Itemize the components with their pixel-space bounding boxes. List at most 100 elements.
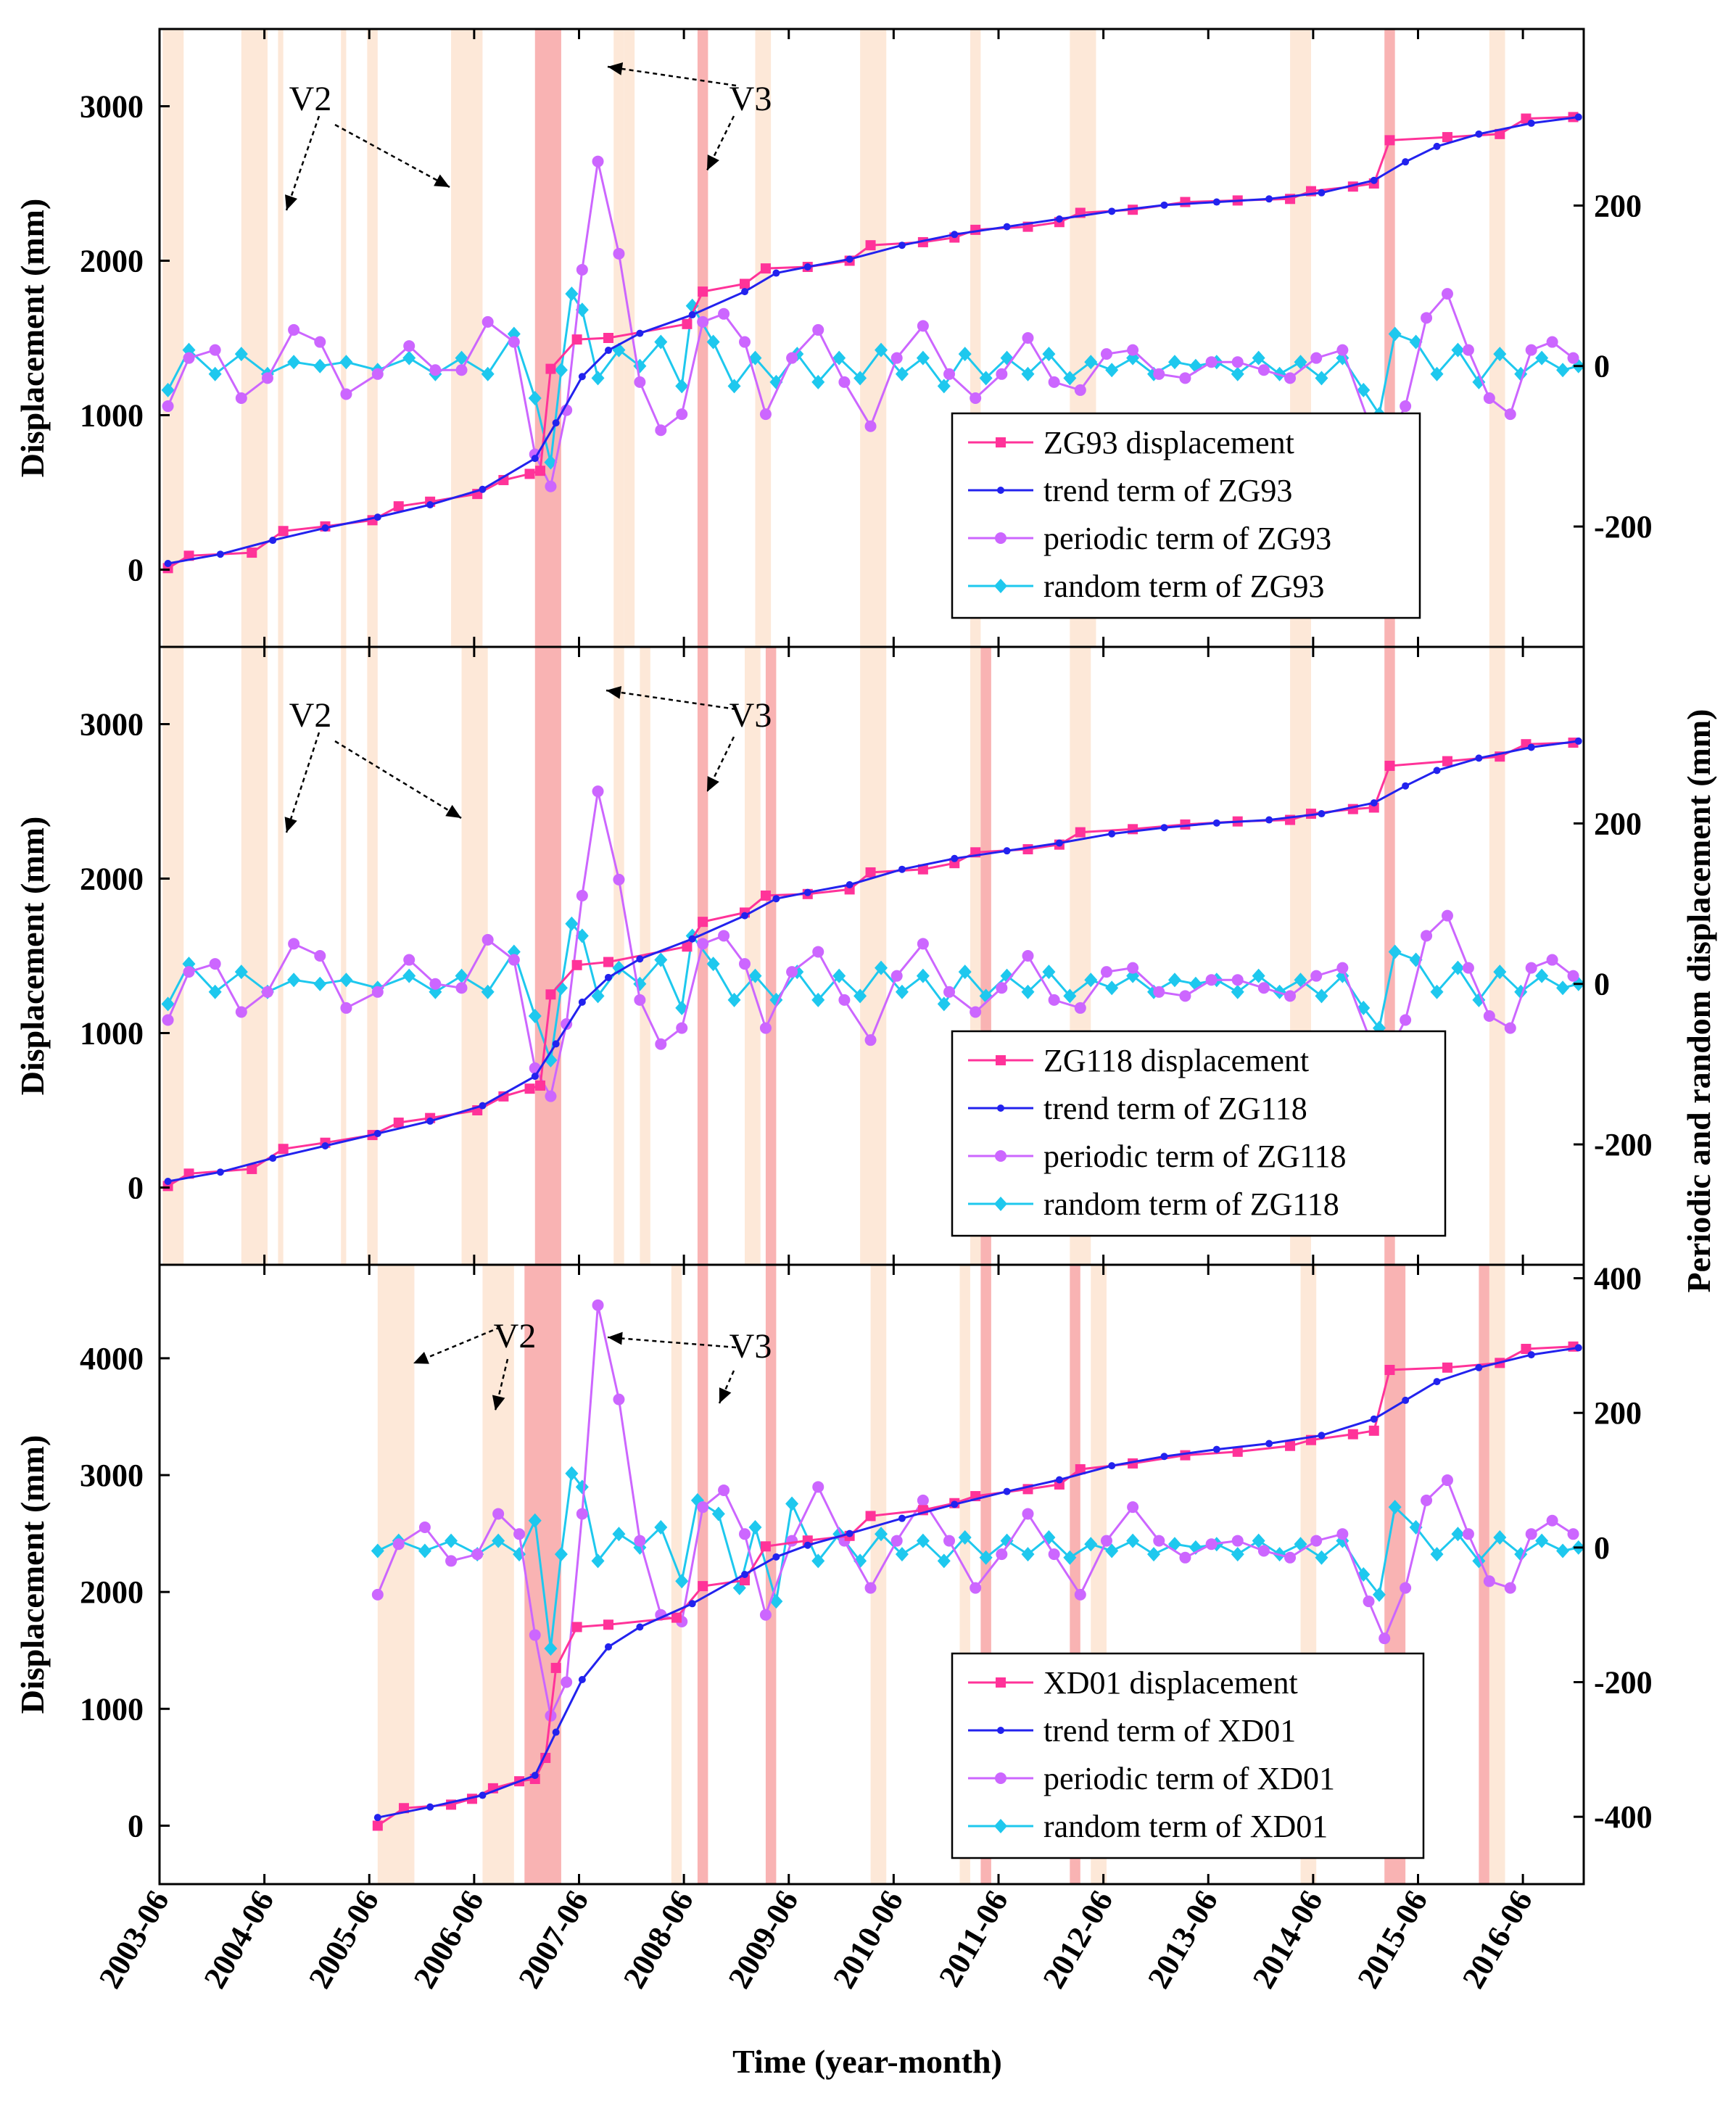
data-point-displacement: [534, 466, 545, 476]
data-point-trend: [688, 935, 696, 943]
data-point-random: [554, 363, 568, 378]
data-point-periodic: [697, 938, 709, 950]
data-point-trend: [1433, 767, 1441, 775]
data-point-displacement: [698, 917, 708, 928]
data-point-random: [875, 960, 888, 975]
annotation-arrow-head: [492, 1395, 505, 1411]
data-point-trend: [1108, 1462, 1116, 1470]
annotation-arrow-head: [608, 62, 624, 75]
legend-swatch-marker: [995, 1772, 1007, 1784]
data-point-periodic: [288, 938, 300, 950]
data-point-periodic: [864, 1034, 877, 1046]
data-point-displacement: [1075, 827, 1086, 838]
data-point-trend: [1212, 819, 1220, 827]
data-point-random: [832, 968, 846, 983]
legend-label: trend term of ZG118: [1043, 1091, 1307, 1126]
series-line-trend: [168, 115, 1579, 565]
data-point-random: [287, 973, 301, 988]
data-point-trend: [552, 419, 560, 427]
data-point-random: [1189, 358, 1202, 373]
data-point-periodic: [1153, 368, 1165, 380]
data-point-periodic: [1127, 1501, 1139, 1514]
data-point-displacement: [550, 1662, 561, 1673]
data-point-periodic: [261, 986, 273, 998]
data-point-trend: [373, 1129, 381, 1137]
data-point-random: [937, 996, 951, 1012]
data-point-periodic: [1504, 1022, 1516, 1034]
data-point-random: [675, 379, 689, 394]
legend: XD01 displacement trend term of XD01 perio…: [951, 1652, 1425, 1859]
annotation-arrow-head: [284, 817, 297, 833]
data-point-random: [1000, 968, 1014, 983]
data-point-random: [1372, 1587, 1386, 1602]
data-point-displacement: [1384, 135, 1395, 146]
chart-panel-zg93: 0 1000 2000 3000 -200 0 200 Displacement (mm) ZG…: [14, 28, 1653, 648]
data-point-periodic: [739, 1528, 751, 1540]
data-point-periodic: [697, 1501, 709, 1514]
data-point-displacement: [247, 1163, 257, 1174]
data-point-periodic: [371, 986, 384, 998]
data-point-random: [1105, 980, 1119, 996]
data-point-random: [1252, 1533, 1265, 1548]
legend-swatch-marker: [994, 579, 1007, 593]
data-point-trend: [479, 1102, 487, 1110]
data-point-trend: [479, 485, 487, 493]
data-point-random: [1231, 984, 1244, 999]
data-point-random: [575, 928, 589, 944]
data-point-periodic: [576, 890, 588, 902]
data-point-random: [1472, 374, 1486, 389]
v2-band: [451, 29, 483, 647]
series-trend: [373, 1344, 1582, 1822]
data-point-random: [208, 366, 222, 381]
data-point-periodic: [613, 247, 625, 260]
data-point-periodic: [1100, 348, 1112, 360]
v3-band: [534, 29, 561, 647]
data-point-periodic: [613, 1393, 625, 1405]
data-point-random: [1514, 366, 1528, 381]
data-point-random: [528, 1513, 542, 1528]
data-point-trend: [688, 311, 696, 319]
data-point-random: [1451, 1527, 1465, 1542]
x-tick-label: 2006-06: [407, 1885, 491, 1995]
data-point-periodic: [1257, 1545, 1270, 1557]
right-tick-label: -200: [1594, 1127, 1653, 1163]
data-point-periodic: [455, 982, 468, 994]
data-point-random: [1430, 366, 1444, 381]
data-point-periodic: [1421, 1494, 1433, 1506]
data-point-displacement: [393, 501, 404, 512]
data-point-periodic: [1400, 1582, 1412, 1594]
data-point-random: [1042, 347, 1056, 362]
data-point-periodic: [162, 1014, 174, 1026]
annotation-arrow-head: [719, 1387, 732, 1403]
v2-band: [482, 1265, 514, 1884]
data-point-random: [958, 1529, 972, 1545]
right-tick-label: 0: [1594, 1530, 1610, 1566]
data-point-displacement: [1442, 756, 1452, 767]
data-point-periodic: [1284, 1551, 1297, 1564]
data-point-periodic: [1048, 376, 1060, 388]
data-point-trend: [741, 288, 749, 296]
data-point-random: [492, 1533, 505, 1548]
data-point-periodic: [288, 323, 300, 336]
series-periodic: [371, 1299, 1579, 1722]
data-point-trend: [321, 524, 329, 532]
legend-swatch-marker: [994, 1197, 1007, 1211]
x-axis-ticks: 2003-06 2004-06 2005-06 2006-06 2007-06 2008-…: [92, 1885, 1539, 1995]
right-tick-label: -200: [1594, 1665, 1653, 1701]
data-point-periodic: [429, 364, 442, 376]
v2-band: [461, 647, 488, 1265]
data-point-displacement: [682, 318, 693, 329]
data-point-trend: [1160, 1453, 1168, 1461]
annotation-arrow-line: [334, 740, 462, 819]
data-point-random: [853, 371, 867, 386]
legend-swatch-marker: [995, 532, 1007, 544]
data-point-periodic: [1205, 1538, 1218, 1551]
data-point-periodic: [513, 1528, 526, 1540]
data-point-periodic: [209, 958, 221, 970]
data-point-random: [1105, 363, 1119, 378]
data-point-random: [937, 1553, 951, 1569]
right-tick-label: 0: [1594, 967, 1610, 1002]
data-point-periodic: [890, 352, 903, 364]
data-point-trend: [479, 1791, 487, 1799]
data-point-periodic: [1441, 909, 1453, 922]
